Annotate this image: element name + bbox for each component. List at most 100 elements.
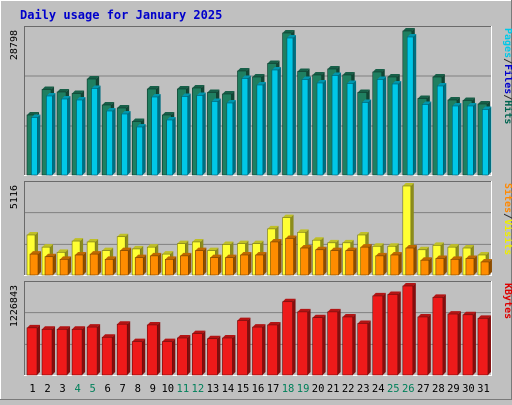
bar-hits-2-top — [42, 86, 55, 90]
bar-kbytes-7-face — [116, 323, 128, 376]
bar-pages-3 — [61, 95, 71, 176]
bar-sites-29 — [450, 256, 462, 276]
bar-pages-20-face — [316, 82, 324, 176]
bar-pages-21-top — [332, 72, 342, 76]
bar-kbytes-4-top — [72, 326, 86, 330]
bar-sites-28-face — [435, 258, 445, 276]
bar-hits-8-top — [132, 118, 145, 122]
bar-pages-26-face — [406, 36, 414, 176]
bar-pages-15-side — [247, 75, 251, 175]
bar-pages-11-face — [181, 96, 189, 176]
legend-separator: / — [502, 213, 512, 219]
bar-pages-10-face — [166, 119, 173, 176]
legend-entry-sites: Sites — [502, 183, 512, 213]
bar-pages-14-top — [226, 99, 236, 103]
bar-visits-15-top — [237, 240, 249, 244]
bar-visits-7-top — [117, 233, 129, 237]
bar-kbytes-21 — [327, 308, 341, 376]
bar-kbytes-1 — [26, 324, 40, 376]
bar-kbytes-25-side — [397, 291, 401, 375]
bar-kbytes-10-top — [162, 338, 176, 342]
bar-sites-3-face — [59, 259, 69, 276]
bar-pages-4-side — [82, 96, 86, 175]
bar-pages-31 — [482, 106, 492, 176]
bar-pages-21-side — [338, 72, 342, 175]
bar-hits-24-top — [372, 68, 385, 72]
bar-sites-13-top — [210, 254, 222, 258]
bar-kbytes-31-top — [477, 315, 491, 319]
bar-visits-26-top — [402, 183, 414, 186]
bar-kbytes-3-face — [56, 328, 68, 376]
bar-sites-14 — [225, 254, 237, 276]
bar-sites-2-top — [45, 253, 57, 257]
bar-sites-29-face — [450, 259, 460, 276]
bar-pages-28-side — [443, 82, 447, 175]
bar-kbytes-26-face — [402, 285, 414, 376]
bar-sites-25 — [390, 251, 402, 276]
bar-kbytes-13-side — [217, 335, 221, 375]
x-tick-label-4: 4 — [74, 383, 80, 395]
bar-hits-27-top — [417, 95, 430, 99]
bar-pages-31-side — [488, 106, 492, 175]
bar-sites-1-side — [38, 251, 41, 275]
bar-pages-12-side — [202, 92, 206, 175]
bar-pages-14 — [226, 99, 236, 176]
bar-sites-16-face — [255, 254, 264, 276]
bar-sites-31-side — [488, 258, 492, 275]
y-max-label: 5116 — [9, 185, 20, 209]
bar-sites-19-side — [308, 245, 312, 275]
bar-kbytes-14 — [222, 335, 236, 376]
bar-sites-14-top — [225, 254, 237, 258]
bar-sites-19-top — [300, 245, 312, 249]
bar-pages-24 — [376, 76, 387, 176]
bar-kbytes-11-face — [177, 337, 188, 376]
bar-sites-4-side — [83, 251, 87, 275]
bar-kbytes-27-top — [417, 313, 431, 317]
bar-kbytes-1-face — [26, 327, 38, 376]
bar-sites-30-face — [465, 258, 475, 276]
bar-sites-16-side — [263, 251, 267, 275]
bar-sites-8-side — [143, 254, 147, 275]
bar-pages-19-face — [301, 79, 309, 176]
bar-pages-31-face — [482, 109, 489, 176]
bar-sites-23-face — [360, 246, 370, 276]
x-axis-labels: 1 2 3 4 5 6 7 8 9 10 11 12 13 14 15 16 17 18 19 20 21 22 23 24 2… — [29, 383, 489, 395]
bar-sites-11-top — [180, 252, 192, 256]
bar-hits-30-top — [462, 97, 475, 101]
bar-kbytes-22 — [342, 313, 356, 376]
bar-pages-3-top — [61, 95, 71, 99]
bar-kbytes-30-face — [462, 314, 474, 376]
bar-pages-9-face — [151, 96, 158, 176]
bar-sites-31 — [480, 258, 492, 276]
bar-kbytes-11-top — [177, 335, 191, 339]
kbytes-panel: 1226843 KBytes — [9, 281, 512, 376]
legend-entry-hits: Hits — [502, 100, 512, 124]
x-tick-label-9: 9 — [150, 383, 156, 395]
bar-sites-27-face — [420, 259, 430, 276]
bar-sites-3 — [59, 256, 72, 276]
bar-kbytes-2-side — [52, 326, 56, 375]
bar-hits-3-top — [57, 88, 70, 92]
bar-visits-29-top — [447, 244, 459, 248]
bar-sites-12-side — [203, 247, 207, 275]
bar-pages-9 — [151, 93, 161, 176]
bar-hits-6-top — [102, 101, 115, 105]
bar-sites-14-face — [225, 257, 234, 276]
bar-pages-13-side — [217, 98, 221, 175]
bar-kbytes-30 — [462, 311, 476, 376]
bar-sites-24-side — [383, 252, 387, 275]
bar-sites-15-top — [240, 251, 252, 255]
bar-sites-6-side — [113, 256, 117, 275]
bar-kbytes-5 — [86, 324, 101, 376]
visits-panel: 5116 Sites/Visits — [9, 181, 512, 276]
bar-pages-15-top — [241, 75, 251, 79]
bar-sites-30-side — [473, 255, 477, 275]
bar-pages-8-top — [136, 123, 146, 127]
legend-entry-pages: Pages — [502, 28, 512, 58]
bar-sites-22 — [345, 247, 357, 276]
bar-kbytes-27-side — [427, 313, 431, 375]
bar-pages-31-top — [482, 106, 492, 110]
hits-panel: 28798 Pages/Files/Hits — [9, 26, 512, 176]
y-max-label: 1226843 — [9, 285, 20, 327]
bar-kbytes-31-face — [477, 318, 489, 376]
